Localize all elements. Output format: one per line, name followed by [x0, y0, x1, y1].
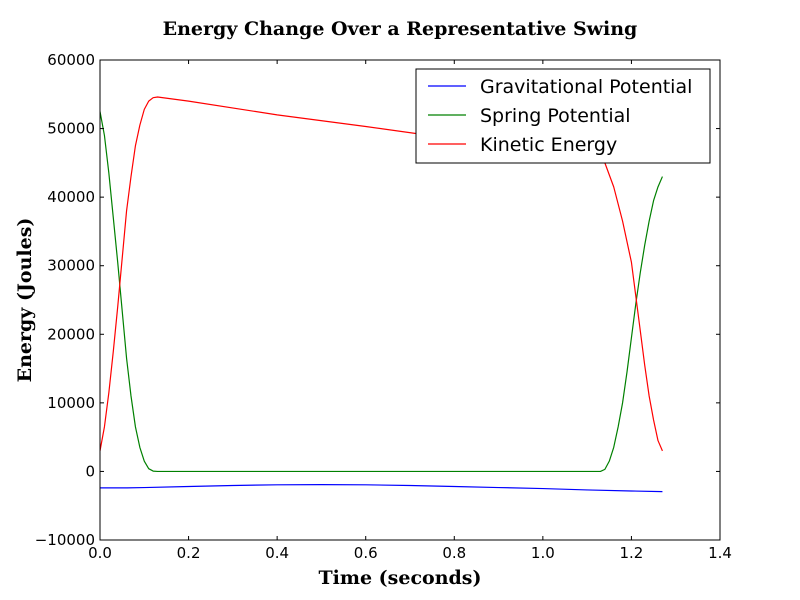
series-line-spring-potential	[100, 111, 663, 473]
legend: Gravitational Potential Spring Potential K…	[415, 68, 711, 164]
legend-label: Spring Potential	[480, 105, 631, 127]
chart-title: Energy Change Over a Representative Swin…	[163, 18, 638, 40]
series-line-kinetic-energy	[100, 96, 663, 452]
legend-label: Gravitational Potential	[480, 76, 692, 98]
y-tick-label: 10000	[47, 394, 95, 412]
y-tick-label: 60000	[47, 51, 95, 69]
x-tick-label: 0.2	[177, 544, 201, 562]
x-tick-label: 0.6	[354, 544, 378, 562]
x-tick-label: 0.4	[265, 544, 289, 562]
plot-frame	[99, 59, 721, 541]
series-line-gravitational-potential	[100, 483, 663, 493]
legend-label: Kinetic Energy	[480, 134, 617, 156]
y-tick-label: 40000	[47, 188, 95, 206]
plot-area: 0.0 0.2 0.4 0.6 0.8 1.0 1.2 1.4 −10000 0 10000 2000…	[35, 51, 732, 562]
x-axis-label: Time (seconds)	[319, 567, 482, 589]
y-tick-label: 20000	[47, 325, 95, 343]
y-tick-label: 50000	[47, 120, 95, 138]
y-tick-label: 0	[85, 462, 95, 480]
legend-box	[415, 68, 711, 164]
x-tick-label: 0.8	[442, 544, 466, 562]
x-tick-label: 0.0	[88, 544, 112, 562]
y-axis-label: Energy (Joules)	[14, 218, 36, 383]
x-tick-label: 1.4	[708, 544, 732, 562]
x-tick-label: 1.0	[531, 544, 555, 562]
y-tick-label: −10000	[35, 531, 95, 549]
y-tick-label: 30000	[47, 257, 95, 275]
x-tick-label: 1.2	[619, 544, 643, 562]
